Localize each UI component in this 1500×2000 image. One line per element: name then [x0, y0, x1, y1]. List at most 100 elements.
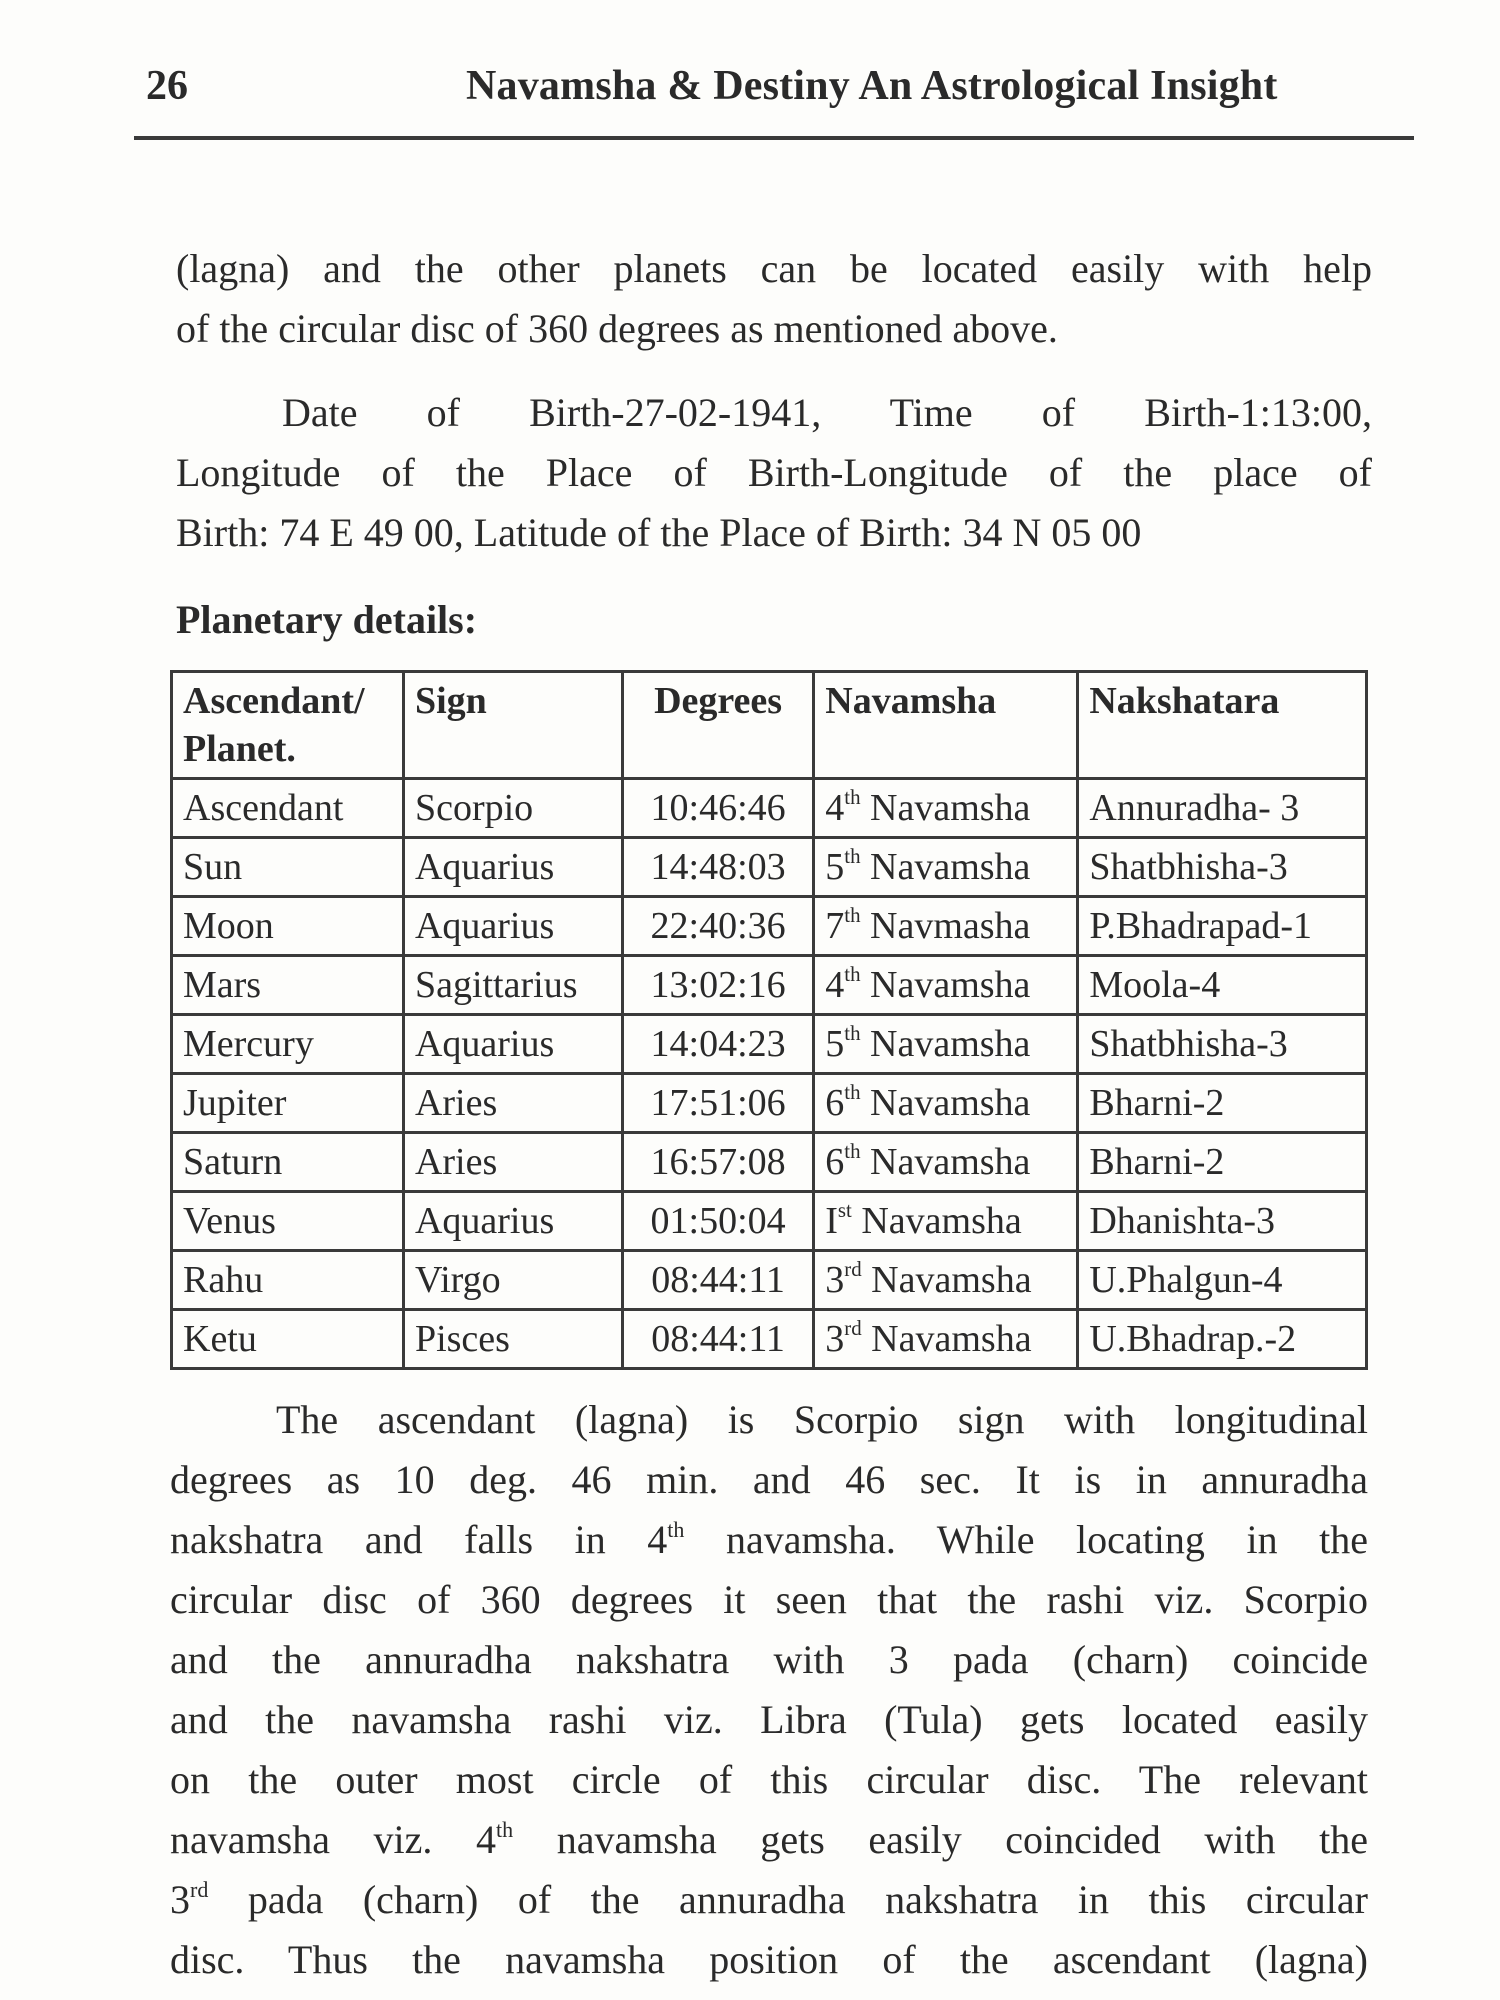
sign-cell: Aries	[401, 1131, 624, 1193]
text-line: navamsha viz. 4th navamsha gets easily c…	[170, 1816, 1368, 1862]
sign-cell: Aquarius	[401, 895, 624, 957]
nakshatra-cell: Dhanishta-3	[1076, 1190, 1368, 1252]
planet-cell: Rahu	[170, 1249, 405, 1311]
text-line: (lagna) and the other planets can be loc…	[176, 246, 1372, 291]
nakshatra-cell: Shatbhisha-3	[1076, 1013, 1368, 1075]
navamsha-cell: 6th Navamsha	[812, 1072, 1080, 1134]
superscript: th	[496, 1816, 514, 1842]
column-header: Nakshatara	[1076, 670, 1368, 780]
table-row: Mars Sagittarius 13:02:16 4th Navamsha Moola…	[170, 954, 1368, 1016]
sign-cell: Scorpio	[401, 777, 624, 839]
text-line: circular disc of 360 degrees it seen tha…	[170, 1577, 1368, 1622]
nakshatra-cell: Bharni-2	[1076, 1131, 1368, 1193]
table-row: Ketu Pisces 08:44:11 3rd Navamsha U.Bhadrap.…	[170, 1308, 1368, 1370]
superscript: rd	[844, 1257, 862, 1282]
navamsha-cell: 3rd Navamsha	[812, 1249, 1080, 1311]
table-row: Ascendant Scorpio 10:46:46 4th Navamsha Annu…	[170, 777, 1368, 839]
planet-cell: Mars	[170, 954, 405, 1016]
table-row: Saturn Aries 16:57:08 6th Navamsha Bharni-2	[170, 1131, 1368, 1193]
superscript: th	[844, 1139, 861, 1164]
superscript: st	[837, 1198, 852, 1223]
sign-cell: Virgo	[401, 1249, 624, 1311]
page-number: 26	[146, 63, 188, 109]
text-line: degrees as 10 deg. 46 min. and 46 sec. I…	[170, 1457, 1368, 1502]
superscript: th	[844, 844, 861, 869]
planetary-details-table: Ascendant/Planet. Sign Degrees Navamsha Naks…	[170, 670, 1368, 1370]
column-header: Navamsha	[812, 670, 1080, 780]
column-header: Ascendant/Planet.	[170, 670, 405, 780]
planet-cell: Ketu	[170, 1308, 405, 1370]
navamsha-cell: 3rd Navamsha	[812, 1308, 1080, 1370]
planet-cell: Ascendant	[170, 777, 405, 839]
navamsha-cell: 4th Navamsha	[812, 954, 1080, 1016]
degrees-cell: 08:44:11	[620, 1249, 816, 1311]
sign-cell: Sagittarius	[401, 954, 624, 1016]
planet-cell: Jupiter	[170, 1072, 405, 1134]
table-row: Moon Aquarius 22:40:36 7th Navmasha P.Bhadra…	[170, 895, 1368, 957]
text-line: and the navamsha rashi viz. Libra (Tula)…	[170, 1697, 1368, 1742]
text-line: 3rd pada (charn) of the annuradha naksha…	[170, 1876, 1368, 1922]
column-header: Degrees	[620, 670, 816, 780]
nakshatra-cell: U.Bhadrap.-2	[1076, 1308, 1368, 1370]
text-line: disc. Thus the navamsha position of the …	[170, 1937, 1368, 1982]
degrees-cell: 08:44:11	[620, 1308, 816, 1370]
sign-cell: Aries	[401, 1072, 624, 1134]
paragraph-intro: (lagna) and the other planets can be loc…	[176, 239, 1372, 359]
sign-cell: Aquarius	[401, 1013, 624, 1075]
degrees-cell: 01:50:04	[620, 1190, 816, 1252]
planet-cell: Saturn	[170, 1131, 405, 1193]
degrees-cell: 17:51:06	[620, 1072, 816, 1134]
nakshatra-cell: Annuradha- 3	[1076, 777, 1368, 839]
planet-cell: Moon	[170, 895, 405, 957]
table-row: Rahu Virgo 08:44:11 3rd Navamsha U.Phalgun-4	[170, 1249, 1368, 1311]
running-title: Navamsha & Destiny An Astrological Insig…	[466, 63, 1278, 109]
degrees-cell: 16:57:08	[620, 1131, 816, 1193]
navamsha-cell: 6th Navamsha	[812, 1131, 1080, 1193]
navamsha-cell: 7th Navmasha	[812, 895, 1080, 957]
text-line: Date of Birth-27-02-1941, Time of Birth-…	[282, 390, 1372, 435]
text-line: Longitude of the Place of Birth-Longitud…	[176, 450, 1372, 495]
navamsha-cell: Ist Navamsha	[812, 1190, 1080, 1252]
section-heading: Planetary details:	[176, 597, 478, 642]
text-line: and the annuradha nakshatra with 3 pada …	[170, 1637, 1368, 1682]
nakshatra-cell: Shatbhisha-3	[1076, 836, 1368, 898]
navamsha-cell: 4th Navamsha	[812, 777, 1080, 839]
text-line: Birth: 74 E 49 00, Latitude of the Place…	[176, 510, 1142, 555]
table-row: Venus Aquarius 01:50:04 Ist Navamsha Dhanish…	[170, 1190, 1368, 1252]
degrees-cell: 14:04:23	[620, 1013, 816, 1075]
superscript: th	[844, 1080, 861, 1105]
nakshatra-cell: U.Phalgun-4	[1076, 1249, 1368, 1311]
navamsha-cell: 5th Navamsha	[812, 836, 1080, 898]
navamsha-cell: 5th Navamsha	[812, 1013, 1080, 1075]
superscript: rd	[844, 1316, 862, 1341]
superscript: rd	[190, 1876, 209, 1902]
degrees-cell: 22:40:36	[620, 895, 816, 957]
sign-cell: Aquarius	[401, 836, 624, 898]
superscript: th	[844, 785, 861, 810]
header-rule	[134, 136, 1414, 140]
superscript: th	[844, 962, 861, 987]
nakshatra-cell: P.Bhadrapad-1	[1076, 895, 1368, 957]
paragraph-explanation: The ascendant (lagna) is Scorpio sign wi…	[170, 1390, 1368, 1990]
degrees-cell: 14:48:03	[620, 836, 816, 898]
degrees-cell: 13:02:16	[620, 954, 816, 1016]
planet-cell: Venus	[170, 1190, 405, 1252]
superscript: th	[844, 1021, 861, 1046]
planet-cell: Sun	[170, 836, 405, 898]
text-line: of the circular disc of 360 degrees as m…	[176, 306, 1058, 351]
planet-cell: Mercury	[170, 1013, 405, 1075]
column-header: Sign	[401, 670, 624, 780]
table-header-row: Ascendant/Planet. Sign Degrees Navamsha Naks…	[170, 670, 1368, 780]
table-row: Sun Aquarius 14:48:03 5th Navamsha Shatbhish…	[170, 836, 1368, 898]
superscript: th	[667, 1516, 685, 1542]
text-line: on the outer most circle of this circula…	[170, 1757, 1368, 1802]
sign-cell: Aquarius	[401, 1190, 624, 1252]
table-row: Mercury Aquarius 14:04:23 5th Navamsha Shatb…	[170, 1013, 1368, 1075]
text-line: nakshatra and falls in 4th navamsha. Whi…	[170, 1516, 1369, 1562]
text-line: The ascendant (lagna) is Scorpio sign wi…	[276, 1397, 1368, 1442]
table-row: Jupiter Aries 17:51:06 6th Navamsha Bharni-2	[170, 1072, 1368, 1134]
superscript: th	[844, 903, 861, 928]
nakshatra-cell: Moola-4	[1076, 954, 1368, 1016]
degrees-cell: 10:46:46	[620, 777, 816, 839]
paragraph-birth-details: Date of Birth-27-02-1941, Time of Birth-…	[176, 383, 1372, 563]
